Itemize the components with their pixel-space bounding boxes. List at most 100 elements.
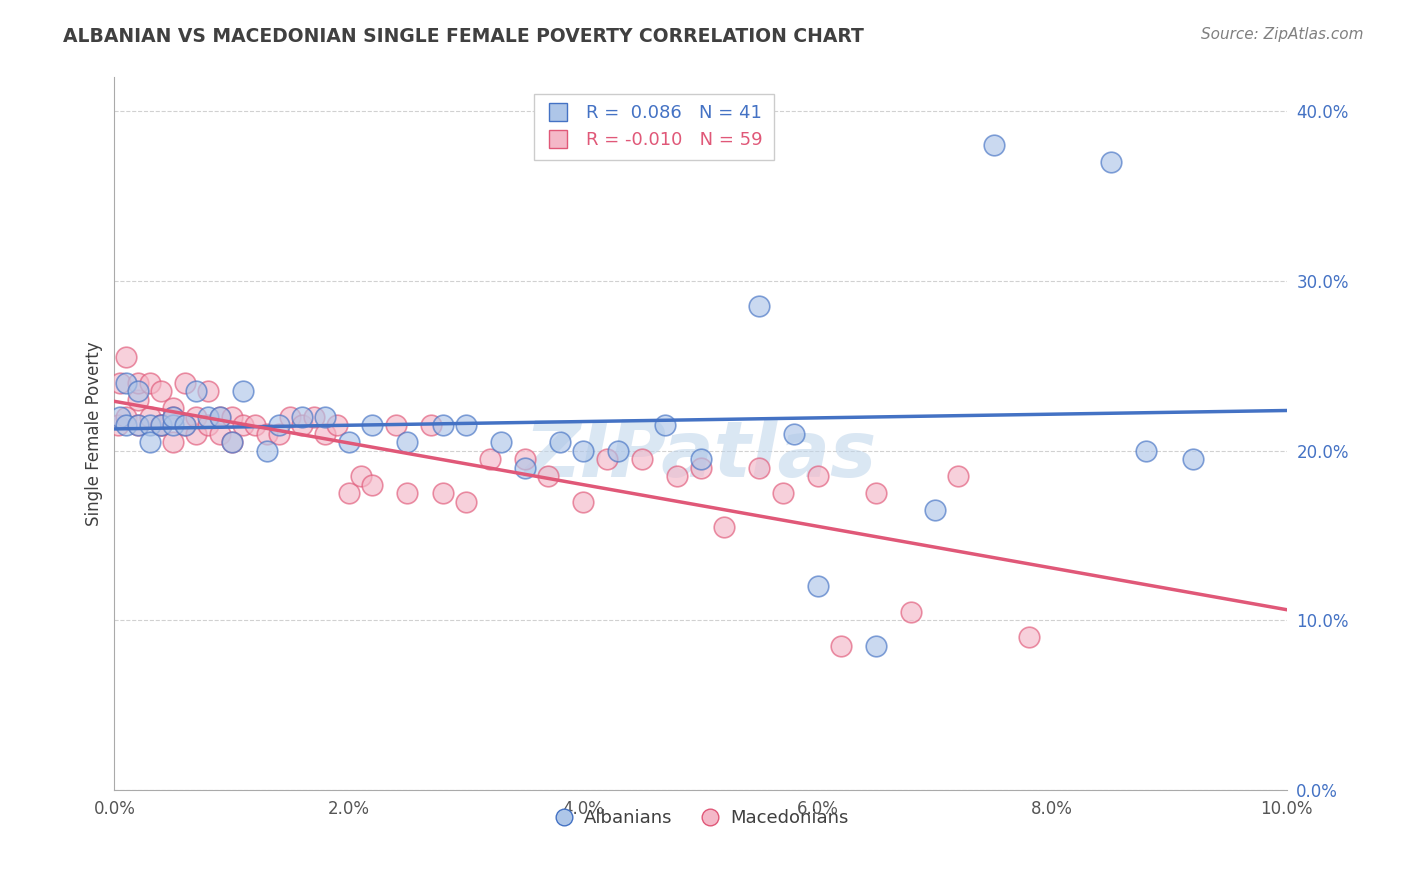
Point <box>1135 443 1157 458</box>
Point <box>713 520 735 534</box>
Point <box>983 138 1005 153</box>
Point <box>138 376 160 390</box>
Point <box>314 409 336 424</box>
Point <box>432 486 454 500</box>
Point <box>396 435 419 450</box>
Point <box>865 639 887 653</box>
Point <box>107 418 129 433</box>
Point <box>454 494 477 508</box>
Text: Source: ZipAtlas.com: Source: ZipAtlas.com <box>1201 27 1364 42</box>
Point <box>865 486 887 500</box>
Point <box>256 426 278 441</box>
Point <box>666 469 689 483</box>
Point <box>110 376 132 390</box>
Point <box>631 452 654 467</box>
Point <box>772 486 794 500</box>
Point <box>232 384 254 399</box>
Point <box>326 418 349 433</box>
Point <box>127 418 149 433</box>
Point <box>596 452 619 467</box>
Point <box>221 409 243 424</box>
Point <box>208 409 231 424</box>
Point <box>162 418 184 433</box>
Point <box>110 409 132 424</box>
Point <box>513 460 536 475</box>
Point <box>337 435 360 450</box>
Point <box>197 384 219 399</box>
Point <box>150 418 173 433</box>
Point <box>830 639 852 653</box>
Point <box>173 418 195 433</box>
Point <box>138 409 160 424</box>
Point <box>314 426 336 441</box>
Point <box>232 418 254 433</box>
Y-axis label: Single Female Poverty: Single Female Poverty <box>86 342 103 526</box>
Point <box>208 426 231 441</box>
Point <box>138 435 160 450</box>
Point <box>221 435 243 450</box>
Point <box>127 418 149 433</box>
Point <box>127 376 149 390</box>
Point <box>208 409 231 424</box>
Point <box>513 452 536 467</box>
Point <box>689 452 711 467</box>
Point <box>572 494 595 508</box>
Text: ALBANIAN VS MACEDONIAN SINGLE FEMALE POVERTY CORRELATION CHART: ALBANIAN VS MACEDONIAN SINGLE FEMALE POV… <box>63 27 865 45</box>
Point <box>162 409 184 424</box>
Point <box>337 486 360 500</box>
Point <box>783 426 806 441</box>
Point <box>256 443 278 458</box>
Point <box>900 605 922 619</box>
Point <box>607 443 630 458</box>
Point <box>173 418 195 433</box>
Point <box>127 384 149 399</box>
Point <box>150 418 173 433</box>
Point <box>186 384 208 399</box>
Point <box>267 418 290 433</box>
Point <box>1099 155 1122 169</box>
Point <box>150 384 173 399</box>
Point <box>572 443 595 458</box>
Point <box>138 418 160 433</box>
Point <box>115 376 138 390</box>
Point <box>197 409 219 424</box>
Point <box>349 469 371 483</box>
Point <box>361 477 384 491</box>
Point <box>197 418 219 433</box>
Point <box>115 351 138 365</box>
Point <box>489 435 512 450</box>
Point <box>948 469 970 483</box>
Point <box>537 469 560 483</box>
Point <box>748 460 770 475</box>
Point <box>748 300 770 314</box>
Point <box>127 392 149 407</box>
Point <box>291 418 314 433</box>
Point <box>186 426 208 441</box>
Point <box>278 409 301 424</box>
Point <box>162 409 184 424</box>
Point <box>186 409 208 424</box>
Point <box>267 426 290 441</box>
Point <box>432 418 454 433</box>
Point <box>419 418 441 433</box>
Legend: Albanians, Macedonians: Albanians, Macedonians <box>546 802 855 834</box>
Point <box>1018 630 1040 644</box>
Point <box>1181 452 1204 467</box>
Point <box>302 409 325 424</box>
Point <box>548 435 571 450</box>
Point <box>115 409 138 424</box>
Text: ZIPatlas: ZIPatlas <box>524 417 876 493</box>
Point <box>162 435 184 450</box>
Point <box>478 452 501 467</box>
Point <box>384 418 406 433</box>
Point <box>654 418 676 433</box>
Point <box>150 418 173 433</box>
Point <box>173 376 195 390</box>
Point <box>689 460 711 475</box>
Point <box>221 435 243 450</box>
Point <box>291 409 314 424</box>
Point <box>924 503 946 517</box>
Point <box>361 418 384 433</box>
Point <box>243 418 266 433</box>
Point <box>162 401 184 416</box>
